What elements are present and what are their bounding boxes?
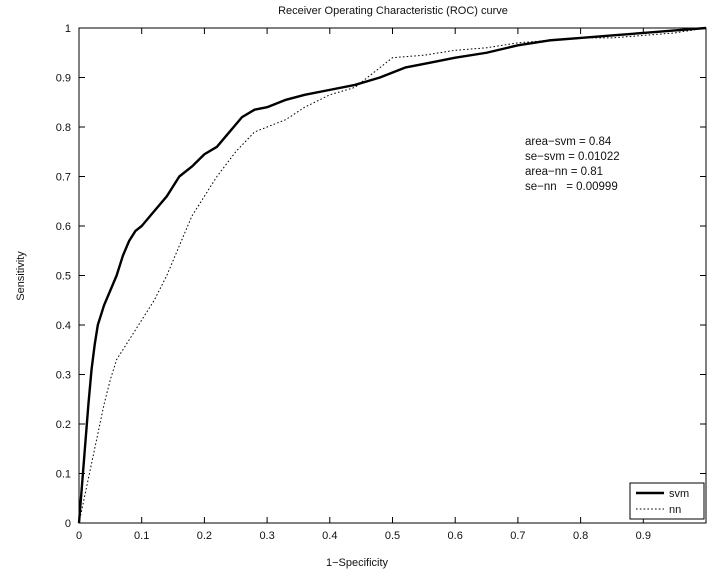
stats-annotation: area−svm = 0.84 se−svm = 0.01022 area−nn… (525, 136, 620, 193)
x-tick-label: 0.1 (134, 530, 149, 542)
plot-area-frame (78, 27, 707, 524)
y-tick-label: 0.2 (56, 419, 71, 431)
series-nn-line (78, 27, 707, 524)
x-tick-label: 0.2 (197, 530, 212, 542)
x-axis-title: 1−Specificity (326, 557, 389, 569)
y-tick-label: 0.9 (56, 73, 71, 85)
y-tick-label: 0.4 (56, 320, 71, 332)
x-tick-label: 0.6 (448, 530, 463, 542)
x-axis: 0 0.1 0.2 0.3 0.4 0.5 0.6 0.7 0.8 0.9 (76, 28, 651, 542)
annotation-se-nn: se−nn = 0.00999 (525, 181, 618, 193)
annotation-area-nn: area−nn = 0.81 (525, 166, 603, 178)
y-tick-label: 0.7 (56, 172, 71, 184)
legend: svm nn (629, 482, 705, 520)
annotation-area-svm: area−svm = 0.84 (525, 136, 612, 148)
legend-box (629, 482, 705, 520)
y-tick-label: 0.1 (56, 469, 71, 481)
x-tick-label: 0.9 (636, 530, 651, 542)
series-svm-line (77, 26, 707, 524)
y-tick-label: 0.3 (56, 370, 71, 382)
x-tick-label: 0.8 (573, 530, 588, 542)
annotation-se-svm: se−svm = 0.01022 (525, 151, 620, 163)
x-tick-label: 0.5 (385, 530, 400, 542)
chart-title: Receiver Operating Characteristic (ROC) … (278, 5, 508, 17)
y-tick-label: 0.5 (56, 271, 71, 283)
legend-nn-label: nn (669, 504, 681, 516)
y-tick-label: 1 (65, 23, 71, 35)
x-tick-label: 0.7 (510, 530, 525, 542)
y-tick-label: 0 (65, 518, 71, 530)
x-tick-label: 0.4 (322, 530, 337, 542)
legend-svm-label: svm (669, 488, 689, 500)
y-tick-label: 0.6 (56, 221, 71, 233)
y-axis: 0 0.1 0.2 0.3 0.4 0.5 0.6 0.7 0.8 0.9 1 (56, 23, 706, 530)
x-tick-label: 0 (76, 530, 82, 542)
y-axis-title: Sensitivity (15, 251, 27, 301)
x-tick-label: 0.3 (259, 530, 274, 542)
y-tick-label: 0.8 (56, 122, 71, 134)
